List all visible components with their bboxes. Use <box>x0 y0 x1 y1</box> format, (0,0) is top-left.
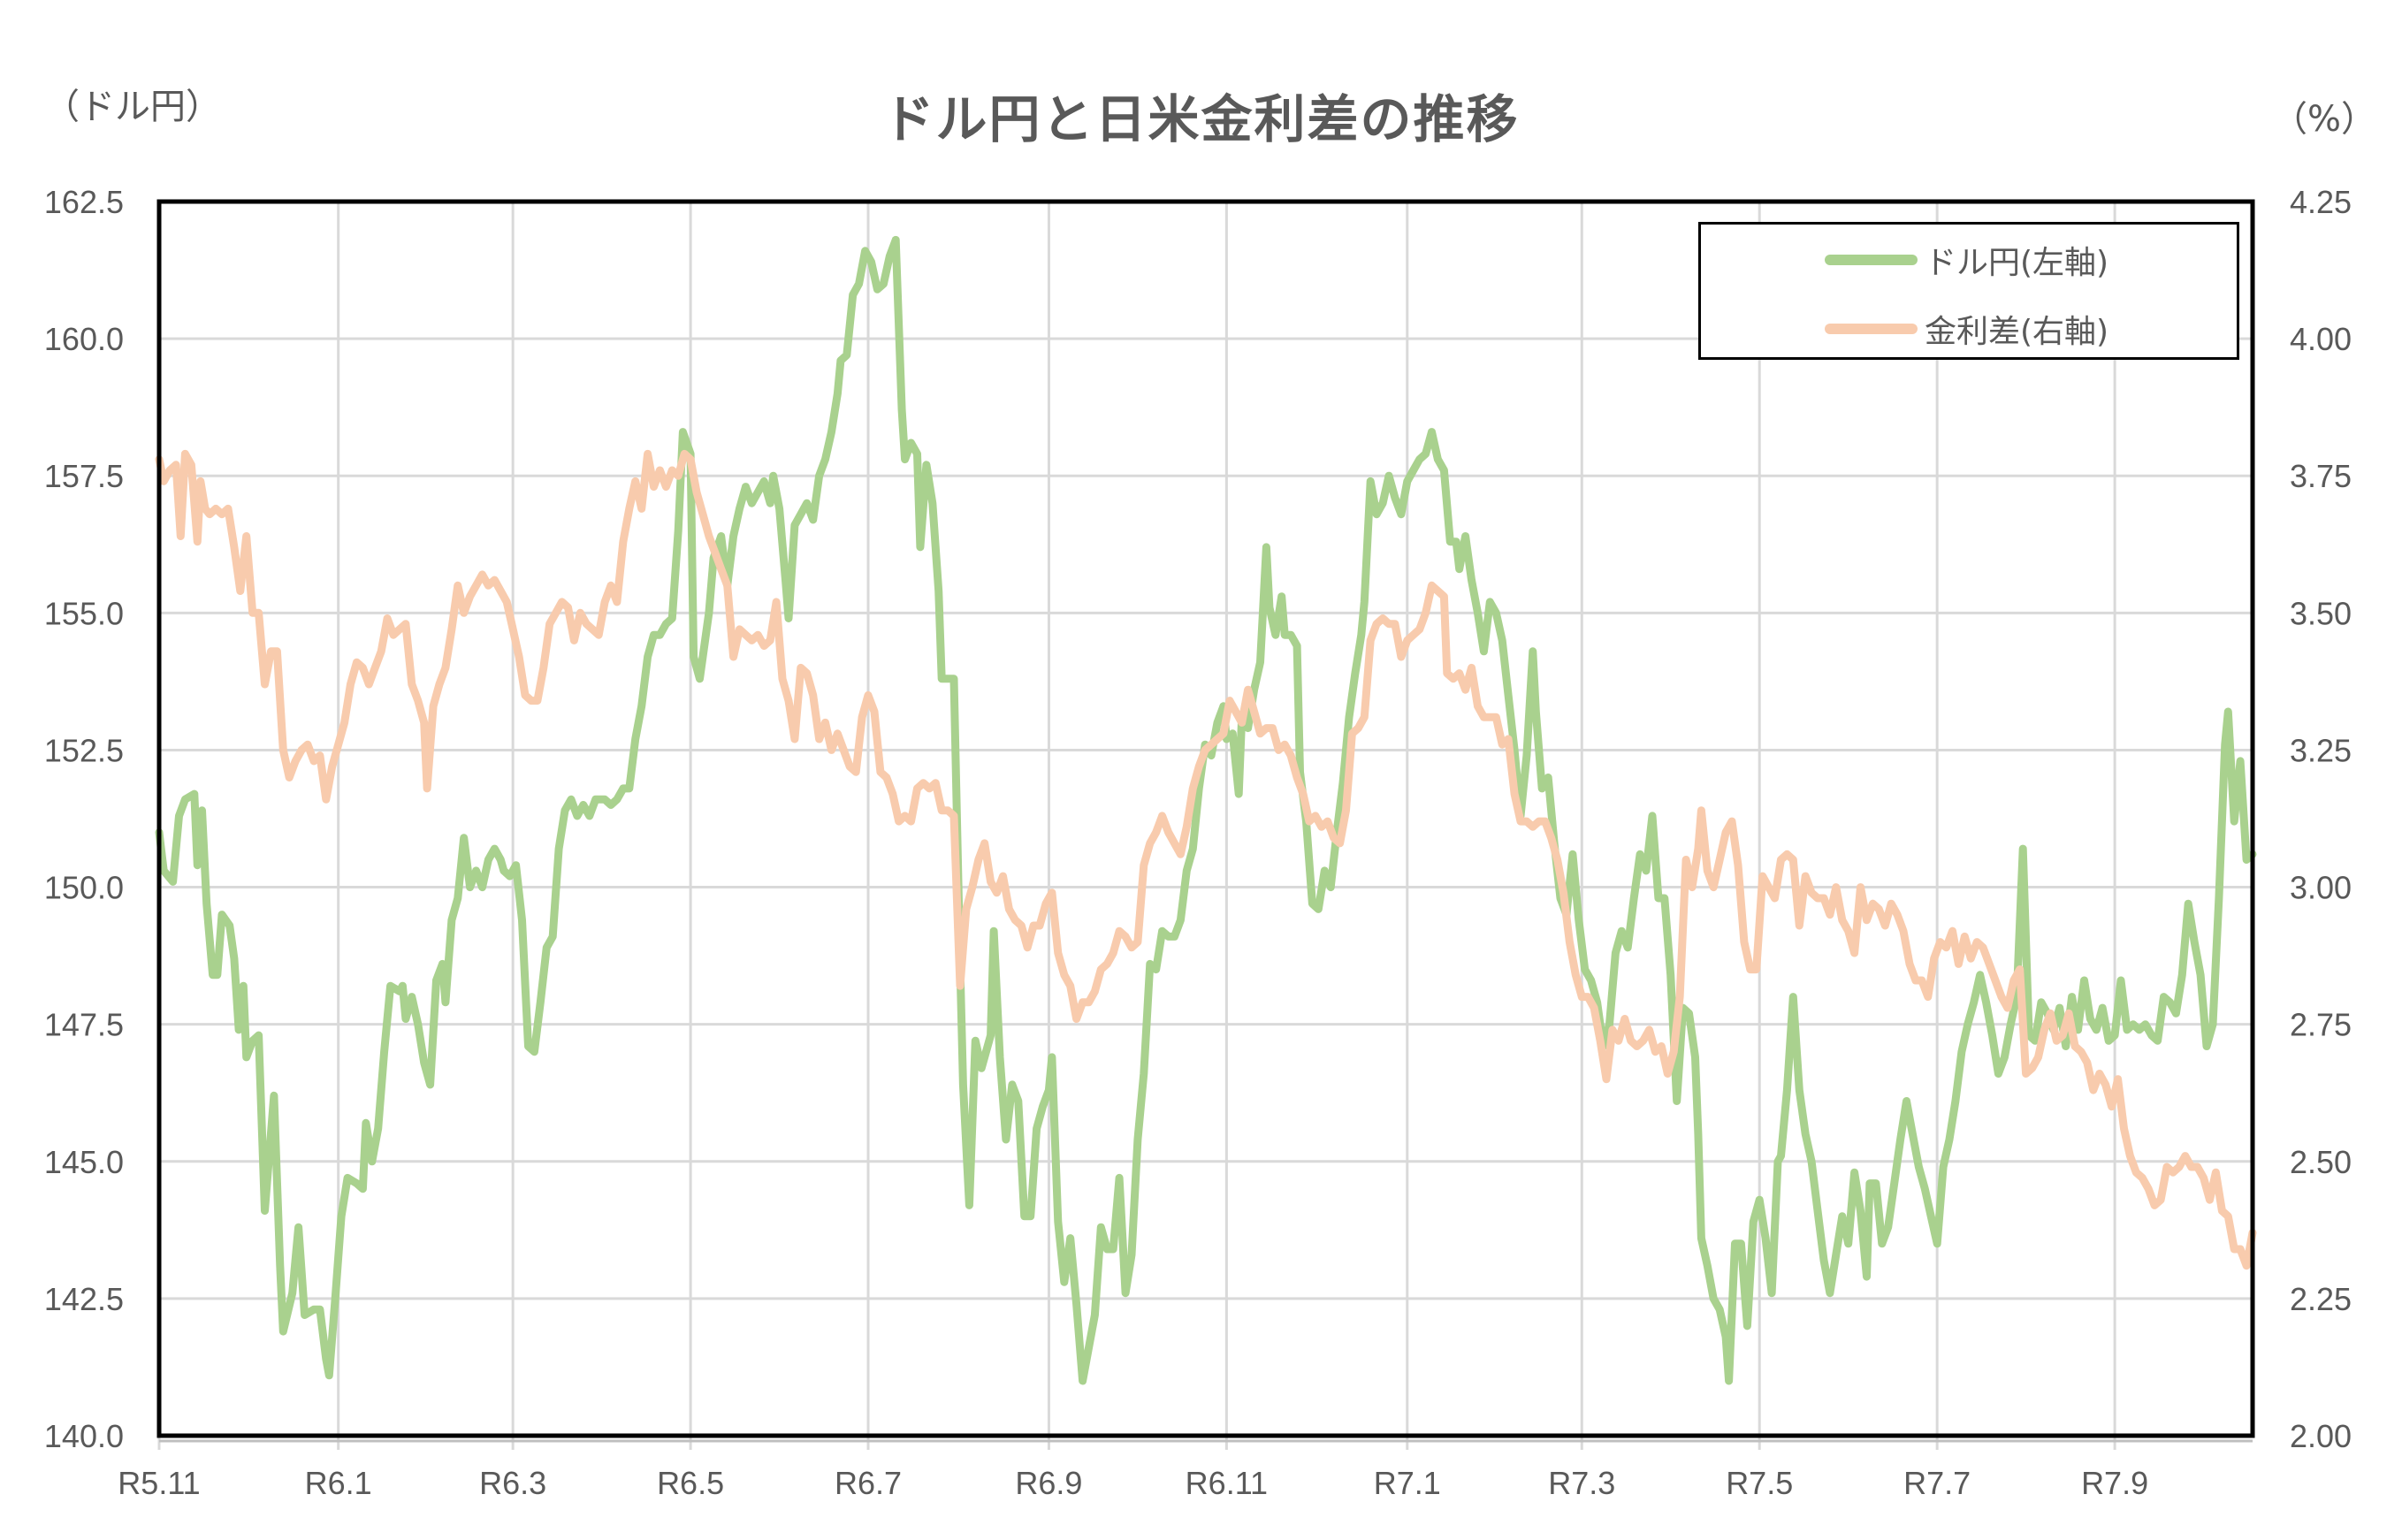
svg-text:R7.9: R7.9 <box>2081 1465 2148 1501</box>
svg-text:3.00: 3.00 <box>2290 870 2352 906</box>
svg-text:4.25: 4.25 <box>2290 184 2352 220</box>
svg-text:R7.7: R7.7 <box>1903 1465 1971 1501</box>
svg-text:155.0: 155.0 <box>44 595 124 631</box>
svg-text:150.0: 150.0 <box>44 870 124 906</box>
svg-text:2.50: 2.50 <box>2290 1144 2352 1180</box>
svg-text:R6.11: R6.11 <box>1186 1465 1268 1501</box>
left-axis-ticks: 140.0 142.5 145.0 147.5 150.0 152.5 155.0 157.5… <box>44 184 124 1454</box>
svg-text:R6.9: R6.9 <box>1015 1465 1082 1501</box>
svg-text:3.75: 3.75 <box>2290 458 2352 494</box>
svg-text:142.5: 142.5 <box>44 1281 124 1317</box>
plot-frame <box>156 199 2255 1443</box>
svg-text:4.00: 4.00 <box>2290 321 2352 357</box>
x-axis-ticks: R5.11 R6.1 R6.3 R6.5 R6.7 R6.9 R6.11 R7.1 R7.3 R7… <box>118 1465 2148 1501</box>
svg-text:2.75: 2.75 <box>2290 1007 2352 1043</box>
svg-text:R6.7: R6.7 <box>835 1465 902 1501</box>
svg-text:R6.3: R6.3 <box>479 1465 546 1501</box>
svg-text:R6.5: R6.5 <box>657 1465 724 1501</box>
svg-text:3.50: 3.50 <box>2290 595 2352 631</box>
right-axis-ticks: 2.00 2.25 2.50 2.75 3.00 3.25 3.50 3.75 4.00 4.25 <box>2290 184 2352 1454</box>
legend-label: ドル円(左軸) <box>1925 245 2109 281</box>
svg-text:147.5: 147.5 <box>44 1007 124 1043</box>
svg-text:160.0: 160.0 <box>44 321 124 357</box>
svg-text:R5.11: R5.11 <box>118 1465 200 1501</box>
left-axis-unit: （ドル円） <box>44 87 221 127</box>
right-axis-unit: （%） <box>2272 99 2377 140</box>
svg-text:R7.1: R7.1 <box>1374 1465 1441 1501</box>
svg-text:140.0: 140.0 <box>44 1418 124 1454</box>
svg-text:R7.3: R7.3 <box>1548 1465 1615 1501</box>
legend-label: 金利差(右軸) <box>1925 314 2109 350</box>
legend-swatch-peach <box>1825 324 1918 334</box>
svg-text:162.5: 162.5 <box>44 184 124 220</box>
rate-diff-line <box>155 449 2257 1270</box>
gridlines <box>157 200 2253 1450</box>
usdjpy-line <box>155 235 2257 1385</box>
svg-text:157.5: 157.5 <box>44 458 124 494</box>
svg-text:145.0: 145.0 <box>44 1144 124 1180</box>
chart-title: ドル円と日米金利差の推移 <box>882 89 1520 149</box>
svg-text:2.25: 2.25 <box>2290 1281 2352 1317</box>
chart-legend: ドル円(左軸) 金利差(右軸) <box>1698 222 2239 360</box>
svg-text:R6.1: R6.1 <box>305 1465 372 1501</box>
svg-text:3.25: 3.25 <box>2290 732 2352 768</box>
legend-swatch-green <box>1825 255 1918 265</box>
svg-text:R7.5: R7.5 <box>1726 1465 1793 1501</box>
data-series <box>155 235 2257 1385</box>
legend-item-rate-diff: 金利差(右軸) <box>1825 306 2108 352</box>
svg-text:152.5: 152.5 <box>44 732 124 768</box>
svg-text:2.00: 2.00 <box>2290 1418 2352 1454</box>
legend-item-usdjpy: ドル円(左軸) <box>1825 237 2108 283</box>
